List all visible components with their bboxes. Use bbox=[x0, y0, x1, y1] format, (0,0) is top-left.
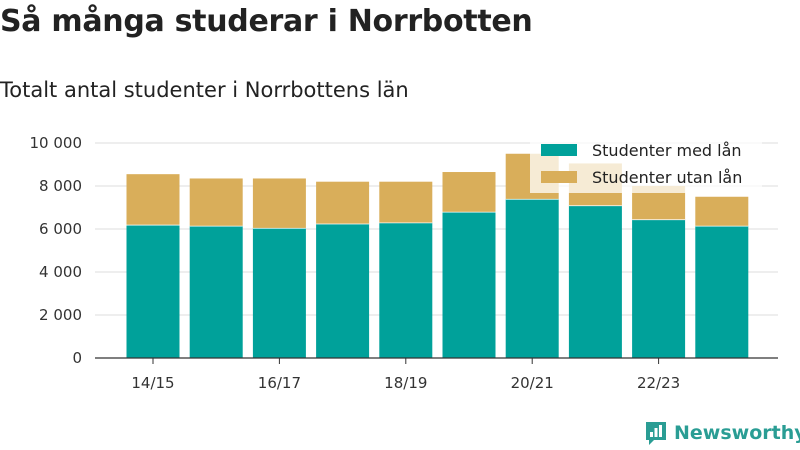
newsworthy-logo-icon bbox=[646, 422, 666, 445]
y-tick-label: 8 000 bbox=[39, 177, 82, 195]
x-tick-label: 22/23 bbox=[637, 374, 680, 392]
y-tick-label: 10 000 bbox=[30, 134, 83, 152]
bar-utan-lan-17/18 bbox=[316, 181, 370, 224]
bar-med-lan-19/20 bbox=[442, 211, 496, 358]
bar-med-lan-23/24 bbox=[695, 225, 749, 358]
x-axis-ticks: 14/15 16/17 18/19 20/21 22/23 bbox=[131, 358, 680, 392]
bar-med-lan-21/22 bbox=[568, 205, 622, 358]
bar-med-lan-16/17 bbox=[252, 227, 306, 358]
chart-subtitle: Totalt antal studenter i Norrbottens län bbox=[0, 78, 409, 102]
y-tick-label: 2 000 bbox=[39, 306, 82, 324]
bar-utan-lan-14/15 bbox=[126, 174, 180, 225]
newsworthy-logo: Newsworthy bbox=[644, 420, 800, 446]
bar-med-lan-15/16 bbox=[189, 225, 243, 358]
newsworthy-logo-text: Newsworthy bbox=[674, 422, 800, 444]
bar-utan-lan-18/19 bbox=[379, 181, 433, 223]
bar-utan-lan-15/16 bbox=[189, 178, 243, 226]
legend-swatch bbox=[541, 171, 577, 183]
y-tick-label: 0 bbox=[72, 349, 82, 367]
bar-med-lan-17/18 bbox=[316, 223, 370, 358]
y-tick-label: 4 000 bbox=[39, 263, 82, 281]
y-tick-label: 6 000 bbox=[39, 220, 82, 238]
chart-title: Så många studerar i Norrbotten bbox=[0, 4, 533, 39]
y-axis-ticks: 0 2 000 4 000 6 000 8 000 10 000 bbox=[30, 134, 83, 367]
legend-label: Studenter med lån bbox=[592, 141, 742, 160]
bar-utan-lan-16/17 bbox=[252, 178, 306, 228]
x-tick-label: 14/15 bbox=[131, 374, 174, 392]
bar-med-lan-20/21 bbox=[505, 198, 559, 358]
bar-med-lan-18/19 bbox=[379, 222, 433, 358]
bar-utan-lan-19/20 bbox=[442, 172, 496, 212]
x-tick-label: 18/19 bbox=[384, 374, 427, 392]
x-tick-label: 20/21 bbox=[511, 374, 554, 392]
x-tick-label: 16/17 bbox=[258, 374, 301, 392]
legend-swatch bbox=[541, 144, 577, 156]
bars bbox=[126, 153, 749, 358]
bar-med-lan-22/23 bbox=[632, 219, 686, 358]
bar-utan-lan-23/24 bbox=[695, 196, 749, 226]
legend-label: Studenter utan lån bbox=[592, 168, 742, 187]
bar-med-lan-14/15 bbox=[126, 224, 180, 358]
legend: Studenter med lån Studenter utan lån bbox=[530, 137, 762, 193]
